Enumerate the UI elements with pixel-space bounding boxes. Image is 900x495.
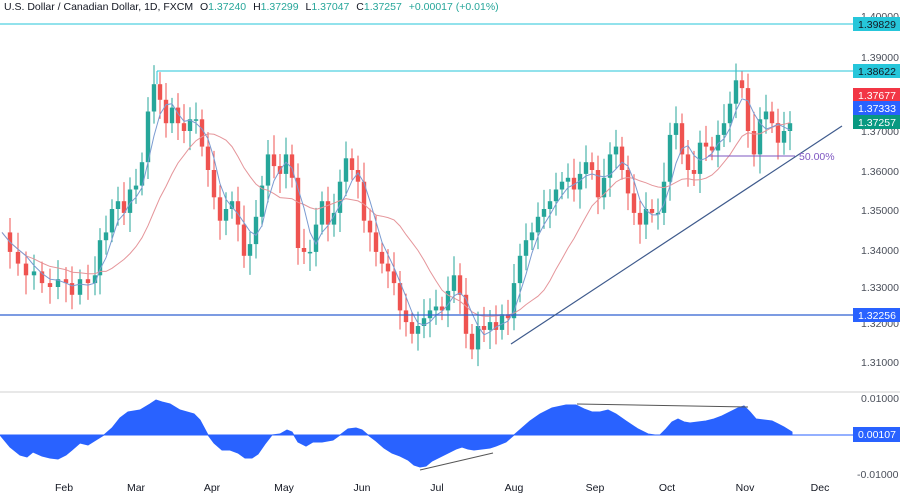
osc-tick-neg: -0.01000 [857, 469, 899, 481]
price-tick: 1.33000 [861, 282, 899, 294]
osc-tick-pos: 0.01000 [861, 393, 899, 405]
month-label: Dec [811, 482, 830, 494]
osc-value-tag-text: 0.00107 [858, 429, 896, 441]
fast-moving-average [1, 98, 791, 336]
price-tag-support [853, 308, 900, 322]
month-label: Sep [586, 482, 605, 494]
ohlc-close: C1.37257 [356, 1, 402, 13]
fib-50-label: 50.00% [799, 151, 835, 163]
month-label: Feb [55, 482, 73, 494]
month-label: Apr [204, 482, 221, 494]
price-tick: 1.31000 [861, 357, 899, 369]
month-label: Mar [127, 482, 146, 494]
oscillator-area [0, 399, 793, 468]
price-tick: 1.36000 [861, 166, 899, 178]
ohlc-high: H1.37299 [253, 1, 299, 13]
candlestick-series [7, 63, 793, 367]
price-tag-text: 1.32256 [858, 310, 896, 322]
month-label: Aug [505, 482, 524, 494]
price-tag-text: 1.39829 [858, 19, 896, 31]
time-axis[interactable]: Feb Mar Apr May Jun Jul Aug Sep Oct Nov Dec [55, 482, 829, 494]
price-tag-text: 1.38622 [858, 66, 896, 78]
price-tag-ma-slow [853, 88, 900, 102]
price-tag-resistance-high [853, 64, 900, 78]
symbol-title: U.S. Dollar / Canadian Dollar, 1D, FXCM [4, 1, 194, 13]
price-tag-text: 1.37333 [858, 103, 896, 115]
chart-legend: U.S. Dollar / Canadian Dollar, 1D, FXCM … [4, 1, 499, 13]
month-label: May [274, 482, 295, 494]
oscillator-divergence-line-bullish[interactable] [419, 452, 494, 471]
month-label: Nov [736, 482, 755, 494]
osc-value-tag [853, 427, 900, 442]
month-label: Jul [430, 482, 443, 494]
ohlc-open: O1.37240 [200, 1, 247, 13]
price-tag-text: 1.37677 [858, 90, 896, 102]
price-tick: 1.39000 [861, 52, 899, 64]
month-label: Jun [354, 482, 371, 494]
slow-moving-average [1, 122, 791, 317]
ohlc-change: +0.00017 (+0.01%) [408, 1, 499, 13]
rising-trendline[interactable] [510, 125, 843, 345]
price-tag-text: 1.37257 [858, 117, 896, 129]
price-tag-resistance-top [853, 17, 900, 31]
month-label: Oct [659, 482, 675, 494]
price-tick: 1.34000 [861, 245, 899, 257]
price-tag-ma-fast [853, 101, 900, 115]
price-axis[interactable]: 1.400001.390001.370001.360001.350001.340… [861, 11, 899, 369]
price-tag-last-price [853, 115, 900, 129]
ohlc-low: L1.37047 [305, 1, 350, 13]
oscillator-divergence-line-bearish[interactable] [576, 403, 749, 408]
price-tick: 1.35000 [861, 205, 899, 217]
